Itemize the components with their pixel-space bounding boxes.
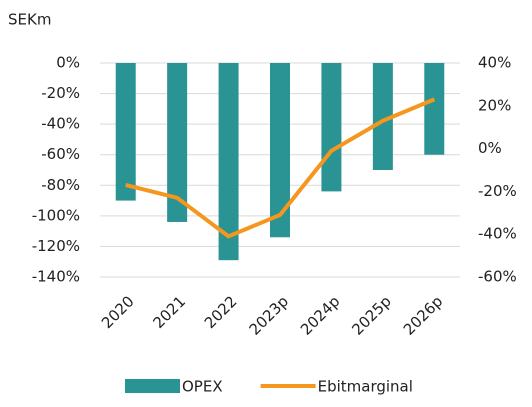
y-tick-label: 0% — [56, 54, 80, 72]
bar — [167, 63, 188, 222]
x-tick-label: 2025p — [348, 292, 394, 338]
y2-tick-label: 0% — [478, 139, 502, 157]
y-tick-label: -20% — [41, 84, 80, 102]
y-tick-label: -140% — [32, 268, 80, 286]
bar — [115, 63, 136, 201]
bar — [424, 63, 445, 155]
bar — [372, 63, 393, 170]
x-tick-label: 2021 — [149, 292, 189, 332]
y-axis-label: SEKm — [8, 11, 51, 29]
y2-tick-label: 40% — [478, 54, 511, 72]
legend-label: OPEX — [182, 378, 223, 396]
y-tick-label: -80% — [41, 176, 80, 194]
bar — [321, 63, 342, 192]
x-tick-label: 2026p — [400, 292, 446, 338]
y-tick-label: -60% — [41, 145, 80, 163]
y-tick-label: -40% — [41, 115, 80, 133]
legend-label: Ebitmarginal — [318, 378, 413, 396]
x-tick-label: 2024p — [297, 292, 343, 338]
y2-tick-label: -20% — [478, 182, 517, 200]
y-tick-label: -120% — [32, 237, 80, 255]
y2-tick-label: -40% — [478, 225, 517, 243]
y2-tick-label: -60% — [478, 268, 517, 286]
y-tick-label: -100% — [32, 206, 80, 224]
x-tick-label: 2022 — [201, 292, 241, 332]
x-tick-label: 2023p — [246, 292, 292, 338]
legend-swatch — [125, 379, 180, 393]
bar — [270, 63, 290, 238]
line — [125, 97, 436, 239]
x-tick-label: 2020 — [98, 292, 138, 332]
y2-tick-label: 20% — [478, 96, 511, 114]
bar — [218, 63, 239, 261]
